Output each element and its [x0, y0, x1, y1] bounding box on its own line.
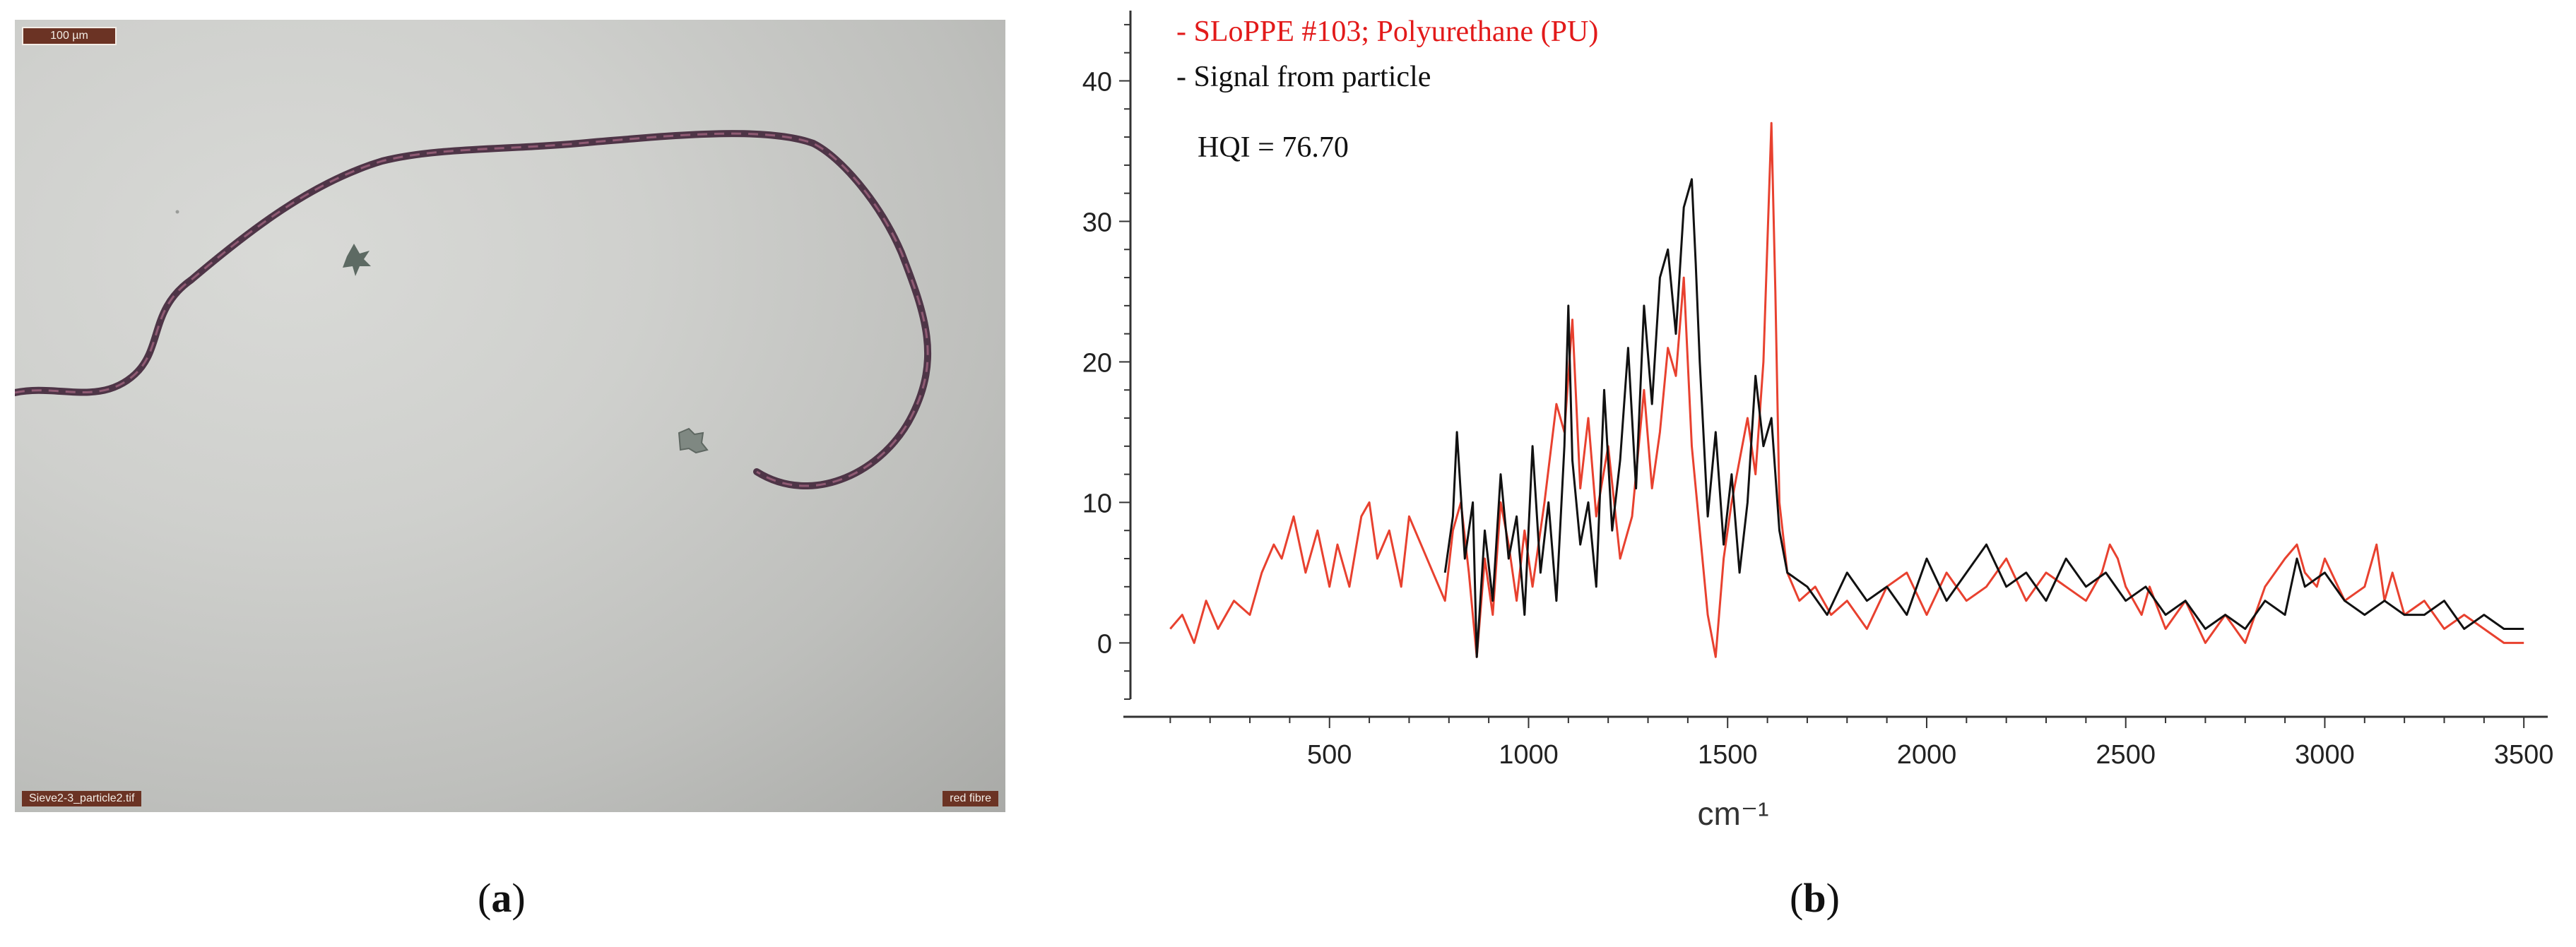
y-tick-label: 20	[1082, 348, 1112, 378]
legend-entry-reference: - SLoPPE #103; Polyurethane (PU)	[1176, 16, 1598, 48]
x-axis: 500 1000 1500 2000 2500 3000 3500	[1123, 715, 2554, 770]
fibre-debris	[343, 244, 371, 276]
x-tick-label: 500	[1307, 740, 1352, 770]
x-tick-label: 2000	[1897, 740, 1957, 770]
caption-a: (a)	[478, 875, 526, 921]
annotation-label: red fibre	[943, 791, 998, 806]
legend-entry-particle: - Signal from particle	[1176, 61, 1431, 93]
spectrum-chart-panel: 0 10 20 30 40 500 1000 1500 2000 2500 3000 3500 - …	[1074, 0, 2576, 847]
x-tick-label: 3500	[2494, 740, 2554, 770]
series-layer	[1169, 121, 2524, 658]
scale-bar: 100 µm	[22, 27, 117, 45]
micrograph-fibre	[15, 130, 932, 490]
ftir-spectrum-chart: 0 10 20 30 40 500 1000 1500 2000 2500 3000 3500 - …	[1082, 11, 2554, 832]
x-tick-label: 2500	[2096, 740, 2156, 770]
x-tick-label: 3000	[2295, 740, 2355, 770]
hqi-annotation: HQI = 76.70	[1198, 131, 1349, 164]
series-line-particle	[1443, 178, 2524, 658]
x-tick-label: 1000	[1499, 740, 1559, 770]
fibre-texture	[15, 132, 929, 487]
red-fibre	[15, 130, 932, 490]
y-tick-label: 30	[1082, 208, 1112, 237]
y-tick-label: 0	[1097, 629, 1112, 659]
caption-b: (b)	[1790, 875, 1840, 921]
microscope-image-panel: 100 µm Sieve2-3_particle2.tif red fibre	[15, 20, 1005, 812]
chart-legend: - SLoPPE #103; Polyurethane (PU) - Signal…	[1176, 16, 1598, 93]
speck	[175, 210, 179, 214]
series-line-reference	[1169, 121, 2524, 658]
y-tick-label: 40	[1082, 67, 1112, 97]
x-tick-label: 1500	[1698, 740, 1758, 770]
y-axis: 0 10 20 30 40	[1082, 11, 1132, 700]
x-axis-label: cm⁻¹	[1698, 795, 1769, 832]
particle-debris	[678, 427, 709, 454]
filename-label: Sieve2-3_particle2.tif	[22, 791, 142, 806]
y-tick-label: 10	[1082, 489, 1112, 518]
